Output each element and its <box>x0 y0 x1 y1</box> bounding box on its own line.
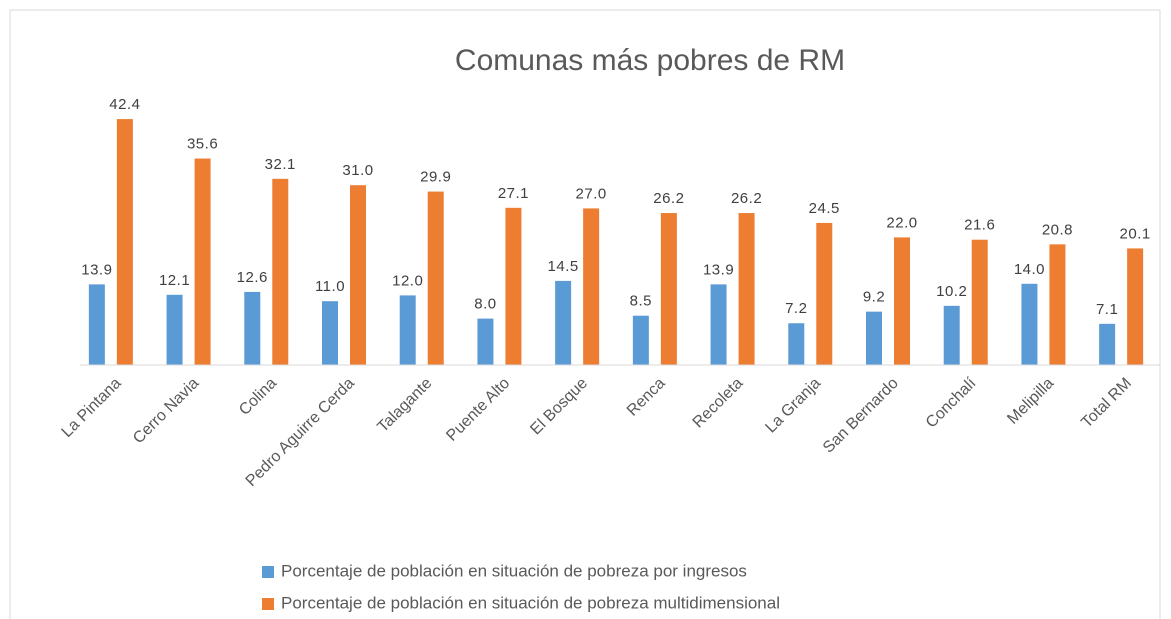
chart-title: Comunas más pobres de RM <box>455 44 845 77</box>
value-label: 13.9 <box>81 261 112 278</box>
value-label: 22.0 <box>886 214 917 231</box>
bar <box>894 237 910 365</box>
bar <box>322 301 338 365</box>
value-label: 42.4 <box>109 96 140 113</box>
value-label: 14.5 <box>548 258 579 275</box>
bar <box>816 222 833 365</box>
value-label: 12.0 <box>392 272 423 289</box>
value-label: 24.5 <box>809 200 840 217</box>
value-label: 35.6 <box>187 135 218 152</box>
bar <box>1021 283 1038 365</box>
legend-label: Porcentaje de población en situación de … <box>281 561 747 580</box>
value-label: 27.0 <box>576 185 607 202</box>
value-label: 8.5 <box>630 293 652 310</box>
value-label: 20.1 <box>1120 225 1151 242</box>
bar <box>738 213 755 365</box>
value-label: 11.0 <box>315 278 345 295</box>
bar <box>477 318 494 365</box>
value-label: 13.9 <box>703 261 734 278</box>
value-label: 10.2 <box>936 283 967 300</box>
bar <box>555 280 572 365</box>
value-label: 20.8 <box>1042 221 1073 238</box>
bar <box>1049 244 1066 365</box>
bar <box>660 213 677 365</box>
bar <box>399 295 416 365</box>
bar <box>505 207 522 365</box>
value-label: 26.2 <box>653 190 684 207</box>
bar <box>1099 323 1116 365</box>
legend-label: Porcentaje de población en situación de … <box>281 593 780 612</box>
value-label: 29.9 <box>420 169 451 186</box>
legend-swatch <box>262 598 274 610</box>
legend-swatch <box>262 566 274 578</box>
bar <box>710 284 727 365</box>
value-label: 7.2 <box>785 300 807 317</box>
value-label: 14.0 <box>1014 261 1045 278</box>
value-label: 21.6 <box>964 217 995 234</box>
bar <box>88 284 105 365</box>
bar <box>116 119 133 365</box>
bar <box>583 208 600 365</box>
value-label: 27.1 <box>498 185 529 202</box>
bar <box>943 305 960 365</box>
bar <box>350 185 366 365</box>
value-label: 12.1 <box>159 272 190 289</box>
bar <box>788 323 805 365</box>
value-label: 9.2 <box>863 289 885 306</box>
bar <box>1127 248 1144 365</box>
bar <box>166 294 183 365</box>
bar <box>272 178 289 365</box>
value-label: 26.2 <box>731 190 762 207</box>
bar <box>971 239 988 365</box>
value-label: 32.1 <box>265 156 296 173</box>
bar <box>427 191 444 365</box>
value-label: 31.0 <box>342 162 373 179</box>
value-label: 12.6 <box>237 269 268 286</box>
bar <box>866 311 882 365</box>
value-label: 7.1 <box>1096 301 1118 318</box>
bar <box>194 158 211 365</box>
bar <box>632 315 649 365</box>
bar <box>244 291 261 365</box>
value-label: 8.0 <box>474 296 496 313</box>
